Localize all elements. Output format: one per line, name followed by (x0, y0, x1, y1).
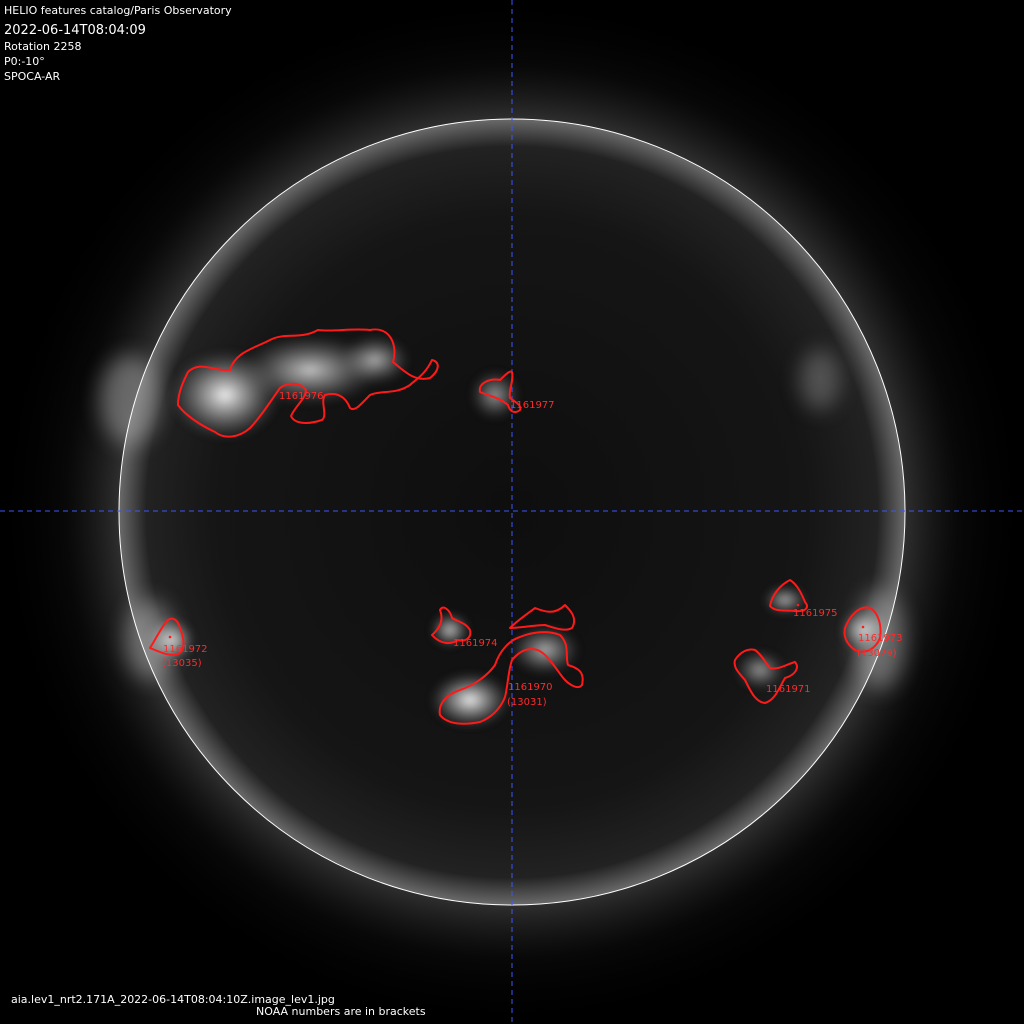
ar-label-id: 1161972 (163, 644, 208, 655)
ar-labels: 1161976 1161977 1161972 (13035) 1161974 … (162, 391, 903, 708)
ar-label-noaa: (13031) (507, 697, 547, 708)
centroid-dot (861, 625, 865, 629)
contour-1161975 (769, 579, 808, 613)
ar-label-noaa: (13035) (162, 658, 202, 669)
centroid-dot (168, 635, 172, 639)
ar-label-id: 1161976 (279, 391, 324, 402)
ar-label-id: 1161970 (508, 682, 553, 693)
ar-label-id: 1161971 (766, 684, 811, 695)
centroid-dot (796, 603, 800, 607)
contour-1161971 (733, 648, 798, 704)
contour-1161970 (438, 604, 584, 725)
ar-label-noaa: (13029) (857, 648, 897, 659)
contour-1161976 (177, 328, 439, 438)
observation-datetime: 2022-06-14T08:04:09 (4, 23, 146, 38)
ar-label-id: 1161974 (453, 638, 498, 649)
catalog-title: HELIO features catalog/Paris Observatory (4, 4, 232, 17)
solar-disk (119, 119, 905, 905)
contour-1161974 (431, 606, 472, 644)
ar-label-id: 1161973 (858, 633, 903, 644)
image-filename: aia.lev1_nrt2.171A_2022-06-14T08:04:10Z.… (11, 993, 335, 1006)
contour-1161972 (149, 617, 185, 656)
ar-label-id: 1161975 (793, 608, 838, 619)
noaa-note: NOAA numbers are in brackets (256, 1005, 426, 1018)
carrington-rotation: Rotation 2258 (4, 40, 82, 53)
contour-1161977 (478, 370, 522, 414)
ar-contours (149, 328, 882, 725)
ar-label-id: 1161977 (510, 400, 555, 411)
p0-angle: P0:-10° (4, 55, 45, 68)
contour-1161973 (843, 606, 882, 653)
ar-centroids (168, 603, 865, 639)
detection-method: SPOCA-AR (4, 70, 61, 83)
